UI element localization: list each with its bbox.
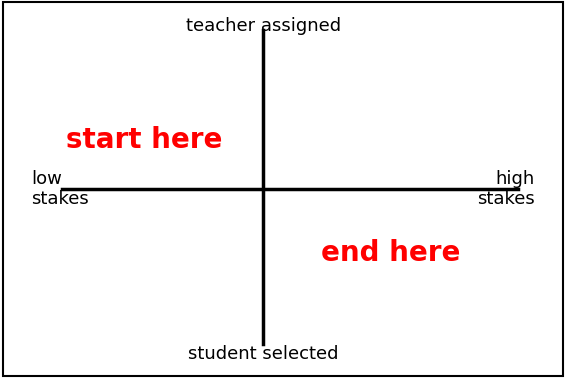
Text: high
stakes: high stakes bbox=[477, 170, 535, 208]
Text: start here: start here bbox=[66, 126, 222, 154]
Text: end here: end here bbox=[321, 239, 460, 267]
Text: student selected: student selected bbox=[188, 345, 338, 363]
Text: teacher assigned: teacher assigned bbox=[186, 17, 341, 35]
Text: low
stakes: low stakes bbox=[31, 170, 89, 208]
